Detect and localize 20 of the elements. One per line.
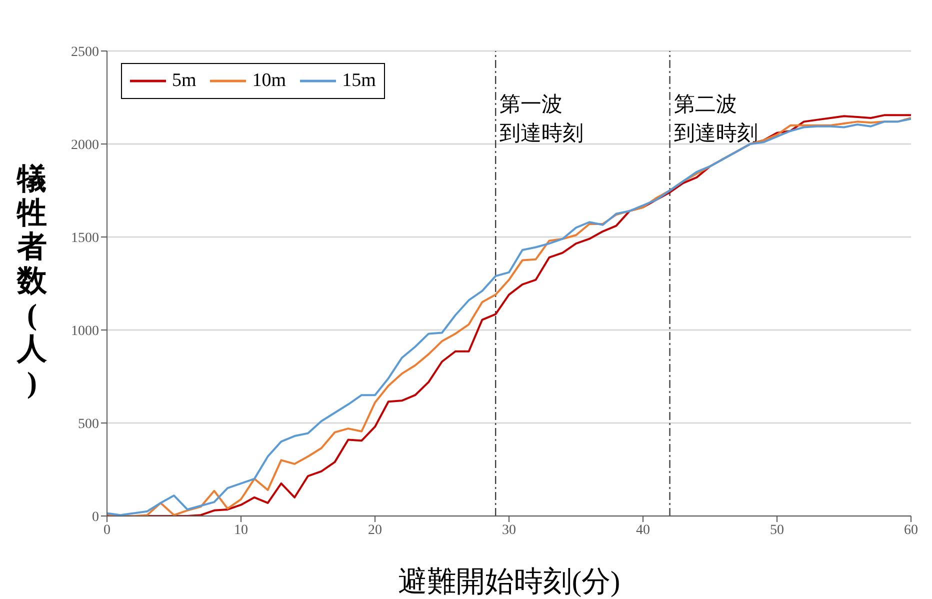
y-tick-label: 500 [78,416,99,432]
y-axis-title: 犠牲者数(人) [16,162,48,400]
y-tick-label: 0 [92,510,99,525]
legend-label: 15m [342,70,376,92]
y-tick-label: 2500 [71,44,99,60]
y-tick-label: 2000 [71,138,99,153]
x-tick-label: 60 [904,522,918,538]
ref-line-label: 第二波到達時刻 [674,92,758,145]
x-tick-label: 10 [234,522,248,538]
x-tick-label: 0 [104,522,110,538]
y-tick-label: 1500 [71,230,99,246]
legend-label: 10m [252,70,286,92]
x-tick-label: 30 [502,522,516,538]
x-tick-label: 50 [770,522,784,538]
ref-line-label: 第一波到達時刻 [500,92,584,145]
x-axis-title: 避難開始時刻(分) [398,566,620,598]
x-tick-label: 20 [368,522,382,538]
y-tick-label: 1000 [71,324,99,339]
x-tick-label: 40 [636,522,650,538]
legend-label: 5m [172,70,196,92]
